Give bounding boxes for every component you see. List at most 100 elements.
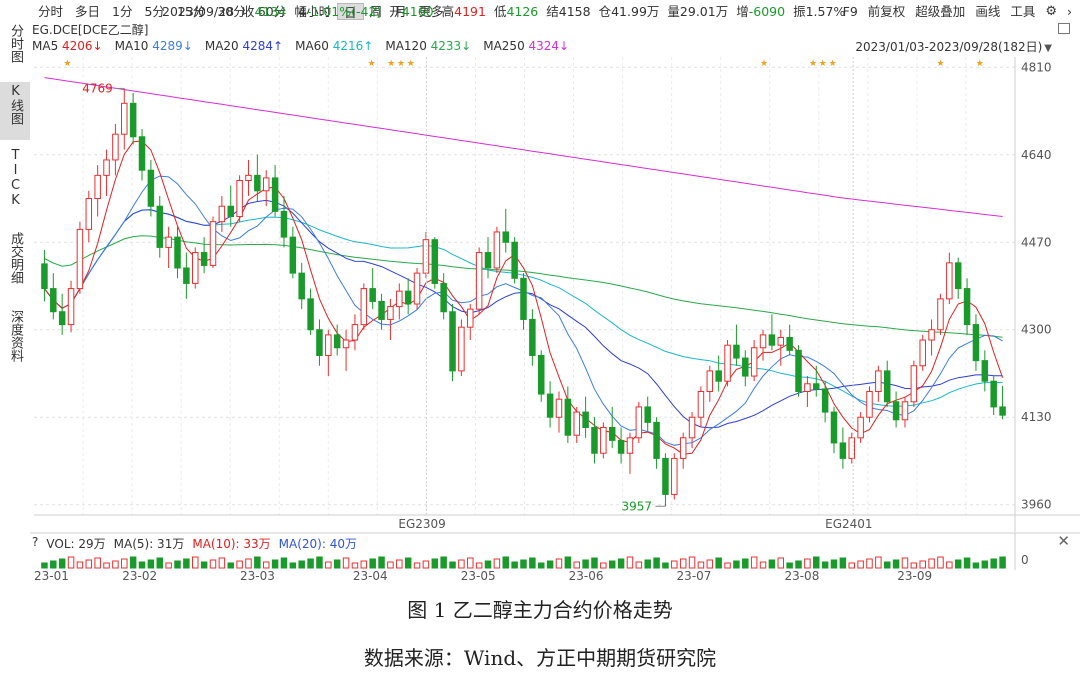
sidebar-item-trades[interactable]: 成交明细 [8, 232, 23, 284]
volume-bar [919, 560, 926, 569]
tab-9[interactable]: 周 [369, 4, 383, 19]
figure-source: 数据来源：Wind、方正中期期货研究院 [363, 646, 717, 670]
volume-bar [839, 557, 847, 569]
overlay-button[interactable]: 超级叠加 [915, 4, 966, 19]
sidebar-item-depth[interactable]: 深度资料 [8, 310, 23, 362]
volume-bar [493, 558, 501, 569]
adjust-button[interactable]: 前复权 [867, 4, 906, 19]
volume-bar [369, 558, 376, 569]
candle-body [795, 349, 802, 392]
volume-bar [85, 559, 93, 569]
candle-body [564, 398, 572, 436]
volume-chart: 0 [30, 532, 1080, 570]
close-icon[interactable]: ✕ [1057, 532, 1070, 550]
candle-body [174, 236, 181, 269]
volume-bar [103, 562, 110, 569]
volume-bar [378, 556, 385, 569]
tab-10[interactable]: 月 [394, 4, 407, 19]
event-star-icon: ★ [387, 59, 395, 69]
sidebar-item-tick[interactable]: TICK [8, 148, 23, 208]
month-tick-label: 23-06 [568, 569, 604, 583]
candle-body [617, 439, 625, 454]
tab-8[interactable]: 日 [337, 3, 364, 20]
candle-body [76, 228, 84, 290]
candle-body [422, 239, 430, 274]
event-star-icon: ★ [407, 59, 415, 69]
candle-body [183, 267, 190, 284]
candle-body [493, 231, 501, 269]
candle-body [396, 290, 403, 308]
volume-bar [192, 556, 199, 569]
draw-button[interactable]: 画线 [975, 4, 1001, 19]
date-range-select[interactable]: 2023/01/03-2023/09/28(182日) ▼ [855, 40, 1052, 54]
y-tick-label: 4640 [1021, 148, 1052, 162]
tab-6[interactable]: 60分 [257, 4, 287, 19]
kline-chart[interactable]: 4810 4640 4470 4300 4130 3960 4769 3957 ★ ★ ★ ★ ★ ★ ★ ★… [30, 57, 1080, 532]
candle-body [626, 437, 634, 454]
f9-button[interactable]: F9 [842, 4, 858, 19]
sidebar-item-kline[interactable]: K线图 [0, 82, 30, 140]
ma-legend-item: MA5 4206↓ [32, 39, 103, 53]
volume-bar [67, 556, 75, 569]
volume-bar [573, 561, 580, 569]
candle-body [192, 252, 199, 284]
volume-bar [662, 562, 669, 569]
y-tick-label: 4300 [1021, 323, 1052, 337]
gear-icon[interactable]: ⚙ [1045, 4, 1057, 19]
candle-body [404, 290, 412, 305]
tab-7[interactable]: 4小时 [298, 4, 332, 19]
candle-body [901, 401, 909, 421]
quote-oi: 仓41.99万 [598, 4, 660, 19]
tab-0[interactable]: 分时 [38, 4, 64, 19]
volume-bar [972, 562, 980, 569]
volume-bar [440, 556, 447, 569]
candle-body [804, 383, 811, 392]
max-price-label: 4769 [82, 81, 113, 95]
candle-body [715, 370, 722, 382]
event-star-icon: ★ [976, 59, 984, 69]
volume-bar [786, 562, 793, 569]
candle-body [582, 411, 589, 429]
candle-body [883, 370, 891, 403]
candle-body [999, 406, 1006, 416]
volume-bar [138, 561, 146, 569]
tools-button[interactable]: 工具 [1010, 4, 1036, 19]
tab-5[interactable]: 30分 [217, 4, 246, 19]
sidebar-item-timeshare[interactable]: 分时图 [8, 24, 23, 63]
volume-legend-item: MA(20): 40万 [278, 537, 357, 551]
panel-icon[interactable] [1058, 23, 1070, 34]
tab-3[interactable]: 5分 [144, 4, 165, 19]
candle-body [200, 252, 208, 266]
volume-bar [298, 560, 305, 569]
tab-1[interactable]: 多日 [75, 4, 101, 19]
quote-date: 2023/09/28 [162, 4, 235, 19]
volume-bar [644, 559, 651, 569]
candle-body [821, 388, 829, 413]
volume-bar [706, 559, 714, 569]
volume-bar [946, 561, 953, 569]
volume-bar [289, 562, 297, 569]
candle-body [963, 288, 971, 326]
volume-svg: 0 [30, 532, 1080, 570]
candle-body [209, 221, 217, 266]
volume-bar [58, 558, 66, 569]
period-tabs: 分时 多日 1分 5分 15分 30分 60分 4小时日周月更多 [32, 3, 450, 20]
tab-11[interactable]: 更多 [418, 4, 444, 19]
tab-4[interactable]: 15分 [176, 4, 206, 19]
volume-bar [795, 560, 802, 569]
ma-legend-item: MA10 4289↓ [114, 39, 193, 53]
help-icon[interactable]: ? [32, 535, 39, 549]
sidebar: 分时图 K线图 TICK 成交明细 深度资料 [0, 22, 30, 384]
tab-2[interactable]: 1分 [112, 4, 133, 19]
contract-label: EG2401 [825, 517, 872, 531]
candle-body [600, 427, 607, 454]
chevron-right-icon[interactable]: › [1067, 4, 1072, 19]
volume-bar [688, 556, 696, 569]
month-tick-label: 23-09 [897, 569, 933, 583]
volume-bar [218, 557, 226, 569]
candle-body [573, 411, 580, 436]
volume-bar [653, 557, 660, 569]
volume-bar [467, 557, 474, 569]
candle-body [875, 370, 882, 392]
candle-body [103, 159, 110, 176]
